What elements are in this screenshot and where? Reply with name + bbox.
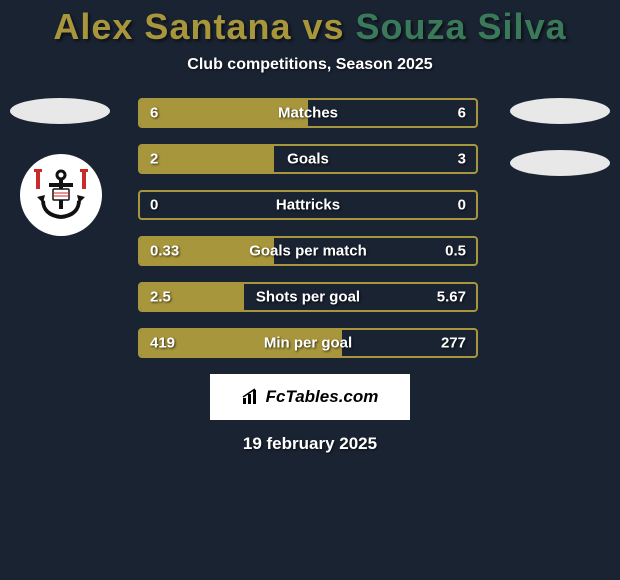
stat-value-right: 5.67	[437, 289, 466, 306]
brand-text: FcTables.com	[266, 387, 379, 407]
avatar-player2	[510, 98, 610, 124]
stat-value-right: 6	[458, 105, 466, 122]
title-vs: vs	[291, 6, 355, 47]
stat-label: Hattricks	[140, 197, 476, 214]
chart-icon	[242, 388, 260, 406]
stat-label: Matches	[140, 105, 476, 122]
title-player1: Alex Santana	[53, 6, 291, 47]
stat-value-right: 0	[458, 197, 466, 214]
stat-row: 419Min per goal277	[138, 328, 478, 358]
stat-value-right: 0.5	[445, 243, 466, 260]
brand-badge: FcTables.com	[210, 374, 410, 420]
page-title: Alex Santana vs Souza Silva	[0, 0, 620, 48]
avatar-player1	[10, 98, 110, 124]
title-player2: Souza Silva	[356, 6, 567, 47]
stat-row: 2.5Shots per goal5.67	[138, 282, 478, 312]
date-text: 19 february 2025	[0, 434, 620, 454]
stat-value-right: 277	[441, 335, 466, 352]
stats-bars: 6Matches6 2Goals3 0Hattricks0 0.33Goals per…	[138, 98, 478, 358]
comparison-content: 6Matches6 2Goals3 0Hattricks0 0.33Goals per…	[0, 98, 620, 358]
anchor-club-icon	[31, 165, 91, 225]
club-badge-left	[20, 154, 102, 236]
stat-value-right: 3	[458, 151, 466, 168]
stat-row: 6Matches6	[138, 98, 478, 128]
stat-row: 0.33Goals per match0.5	[138, 236, 478, 266]
club-placeholder-right	[510, 150, 610, 176]
stat-label: Goals	[140, 151, 476, 168]
subtitle: Club competitions, Season 2025	[0, 56, 620, 74]
stat-label: Min per goal	[140, 335, 476, 352]
stat-row: 2Goals3	[138, 144, 478, 174]
stat-label: Goals per match	[140, 243, 476, 260]
stat-label: Shots per goal	[140, 289, 476, 306]
stat-row: 0Hattricks0	[138, 190, 478, 220]
